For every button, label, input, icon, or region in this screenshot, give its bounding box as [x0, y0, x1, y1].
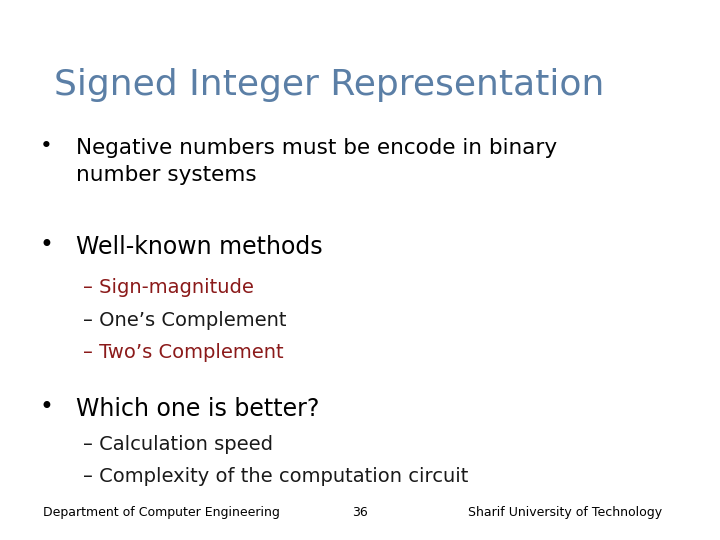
Text: – One’s Complement: – One’s Complement — [83, 310, 287, 329]
Text: Sharif University of Technology: Sharif University of Technology — [468, 507, 662, 519]
Text: •: • — [40, 233, 53, 257]
Text: •: • — [40, 136, 53, 156]
Text: – Complexity of the computation circuit: – Complexity of the computation circuit — [83, 467, 468, 486]
Text: 36: 36 — [352, 507, 368, 519]
Text: Well-known methods: Well-known methods — [76, 235, 323, 259]
Text: – Sign-magnitude: – Sign-magnitude — [83, 278, 253, 297]
Text: Negative numbers must be encode in binary
number systems: Negative numbers must be encode in binar… — [76, 138, 557, 185]
Text: Department of Computer Engineering: Department of Computer Engineering — [43, 507, 280, 519]
Text: •: • — [40, 395, 53, 419]
Text: Signed Integer Representation: Signed Integer Representation — [54, 68, 604, 102]
Text: – Two’s Complement: – Two’s Complement — [83, 343, 284, 362]
Text: – Calculation speed: – Calculation speed — [83, 435, 273, 454]
Text: Which one is better?: Which one is better? — [76, 397, 319, 421]
